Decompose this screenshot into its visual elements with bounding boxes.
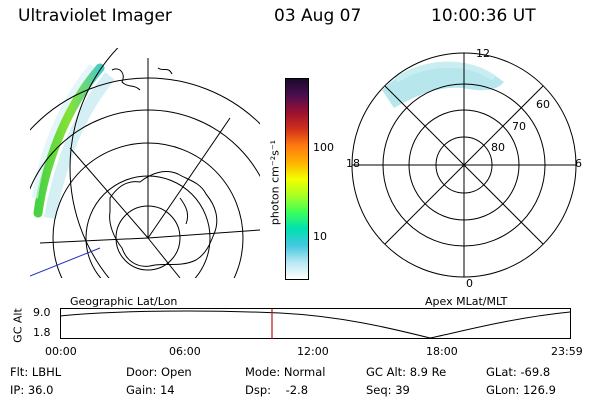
altitude-ytick-1: 1.8 <box>33 326 51 339</box>
time-label: 10:00:36 UT <box>431 6 536 26</box>
mode-status: Mode: Normal <box>245 365 326 379</box>
xtick-1200: 12:00 <box>297 345 329 358</box>
mlt-label-6: 6 <box>575 157 582 170</box>
mlat-label-80: 80 <box>491 141 505 154</box>
seq-status: Seq: 39 <box>366 383 410 397</box>
instrument-title: Ultraviolet Imager <box>18 6 172 26</box>
colorbar <box>285 78 309 280</box>
glat-status: GLat: -69.8 <box>486 365 551 379</box>
colorbar-tick-10: 10 <box>313 230 327 243</box>
aurora-emission <box>33 63 105 218</box>
filter-status: Flt: LBHL <box>10 365 62 379</box>
altitude-curve <box>60 310 571 339</box>
apex-panel-label: Apex MLat/MLT <box>425 295 508 308</box>
colorbar-gradient <box>286 79 308 279</box>
xtick-0000: 00:00 <box>45 345 77 358</box>
altitude-ylabel: GC Alt <box>11 308 25 343</box>
date-label: 03 Aug 07 <box>274 6 362 26</box>
mlt-label-18: 18 <box>346 157 360 170</box>
xtick-2359: 23:59 <box>551 345 583 358</box>
colorbar-unit-label: photon cm⁻²s⁻¹ <box>268 139 282 226</box>
ip-status: IP: 36.0 <box>10 383 54 397</box>
gain-status: Gain: 14 <box>126 383 175 397</box>
apex-polar-plot <box>351 52 577 278</box>
altitude-ytick-9: 9.0 <box>33 306 51 319</box>
door-status: Door: Open <box>126 365 192 379</box>
glon-status: GLon: 126.9 <box>486 383 556 397</box>
geographic-map <box>30 48 260 278</box>
mlt-label-0: 0 <box>466 277 473 290</box>
altitude-plot <box>60 308 571 339</box>
colorbar-tick-100: 100 <box>313 141 334 154</box>
xtick-1800: 18:00 <box>426 345 458 358</box>
geographic-panel-label: Geographic Lat/Lon <box>70 295 178 308</box>
mlat-label-60: 60 <box>536 98 550 111</box>
mlt-label-12: 12 <box>476 47 490 60</box>
gc-alt-status: GC Alt: 8.9 Re <box>366 365 447 379</box>
mlat-label-70: 70 <box>512 120 526 133</box>
dsp-status: Dsp: -2.8 <box>245 383 309 397</box>
xtick-0600: 06:00 <box>169 345 201 358</box>
